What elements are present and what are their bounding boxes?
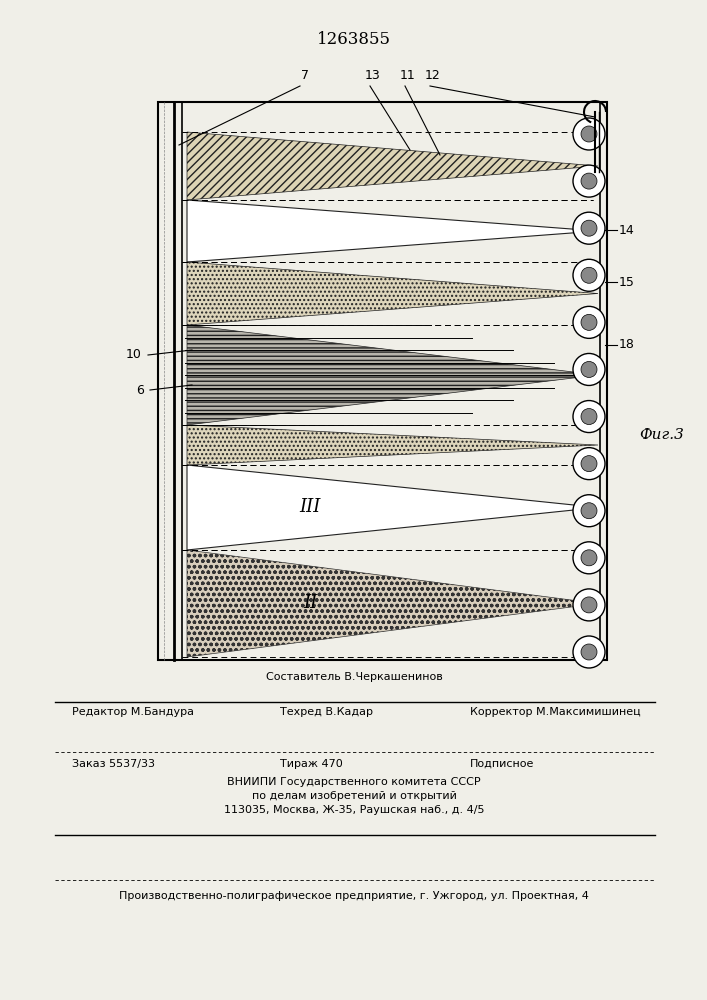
Text: ВНИИПИ Государственного комитета СССР: ВНИИПИ Государственного комитета СССР [227, 777, 481, 787]
Circle shape [581, 644, 597, 660]
Text: Тираж 470: Тираж 470 [280, 759, 343, 769]
Circle shape [573, 589, 605, 621]
Circle shape [581, 126, 597, 142]
Polygon shape [187, 132, 598, 200]
Circle shape [573, 542, 605, 574]
Text: 14: 14 [619, 224, 635, 236]
Polygon shape [187, 200, 598, 262]
Circle shape [573, 118, 605, 150]
Circle shape [573, 636, 605, 668]
Polygon shape [187, 550, 598, 657]
Circle shape [581, 456, 597, 472]
Text: 6: 6 [136, 383, 144, 396]
Circle shape [581, 220, 597, 236]
Circle shape [573, 212, 605, 244]
Polygon shape [187, 262, 598, 325]
Circle shape [581, 267, 597, 283]
Circle shape [573, 306, 605, 338]
Text: Фиг.3: Фиг.3 [640, 428, 684, 442]
Text: 7: 7 [301, 69, 309, 82]
Text: Производственно-полиграфическое предприятие, г. Ужгород, ул. Проектная, 4: Производственно-полиграфическое предприя… [119, 891, 589, 901]
Text: 10: 10 [126, 349, 142, 361]
Polygon shape [187, 325, 598, 425]
Polygon shape [187, 465, 598, 550]
Text: 113035, Москва, Ж-35, Раушская наб., д. 4/5: 113035, Москва, Ж-35, Раушская наб., д. … [223, 805, 484, 815]
Text: Редактор М.Бандура: Редактор М.Бандура [72, 707, 194, 717]
Circle shape [573, 165, 605, 197]
Circle shape [581, 503, 597, 519]
Circle shape [581, 361, 597, 377]
Text: III: III [300, 498, 321, 516]
Text: Подписное: Подписное [470, 759, 534, 769]
Bar [158, 102, 607, 660]
Circle shape [581, 597, 597, 613]
Circle shape [581, 314, 597, 330]
Text: II: II [303, 594, 317, 612]
Text: 1263855: 1263855 [317, 31, 391, 48]
Circle shape [573, 495, 605, 527]
Circle shape [573, 353, 605, 385]
Text: 18: 18 [619, 338, 635, 352]
Text: Составитель В.Черкашенинов: Составитель В.Черкашенинов [266, 672, 443, 682]
Circle shape [573, 401, 605, 433]
Text: по делам изобретений и открытий: по делам изобретений и открытий [252, 791, 457, 801]
Circle shape [581, 550, 597, 566]
Text: 13: 13 [365, 69, 381, 82]
Circle shape [581, 409, 597, 425]
Text: Корректор М.Максимишинец: Корректор М.Максимишинец [470, 707, 641, 717]
Circle shape [581, 173, 597, 189]
Text: 12: 12 [425, 69, 441, 82]
Circle shape [573, 259, 605, 291]
Text: 11: 11 [400, 69, 416, 82]
Circle shape [573, 448, 605, 480]
Polygon shape [187, 425, 598, 465]
Text: Техред В.Кадар: Техред В.Кадар [280, 707, 373, 717]
Text: Заказ 5537/33: Заказ 5537/33 [72, 759, 155, 769]
Text: 15: 15 [619, 275, 635, 288]
